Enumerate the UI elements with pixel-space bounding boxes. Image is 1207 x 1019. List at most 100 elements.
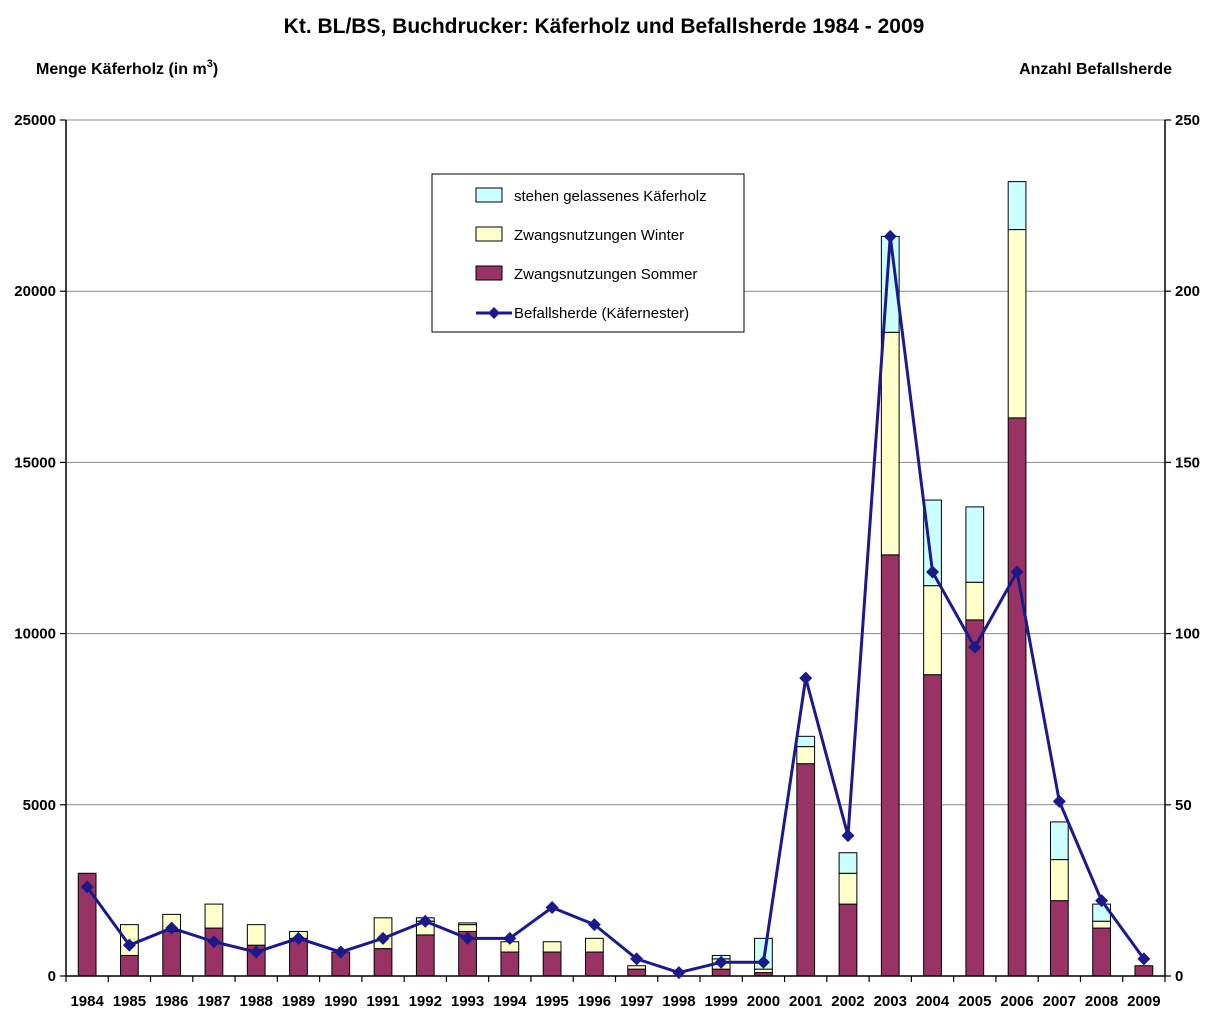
line-point xyxy=(122,938,136,952)
bar-zwangsnutzungen-sommer xyxy=(500,951,520,977)
bar-stehen-gelassenes-k-ferholz xyxy=(796,735,816,748)
x-tick-label: 2007 xyxy=(1043,993,1076,1010)
line-point xyxy=(1052,794,1066,808)
right-tick-label: 0 xyxy=(1175,968,1183,985)
tick-labels: 0 5000 10000 15000 20000 25000 0 50 100 150 200 250… xyxy=(14,112,1200,1010)
bar-zwangsnutzungen-winter xyxy=(627,965,647,970)
bar-zwangsnutzungen-winter xyxy=(542,941,562,953)
x-tick-label: 2002 xyxy=(831,993,864,1010)
line-point xyxy=(587,918,601,932)
bar-zwangsnutzungen-sommer xyxy=(838,903,858,977)
line-point xyxy=(503,931,517,945)
bar-stehen-gelassenes-k-ferholz xyxy=(923,499,942,587)
left-tick-label: 20000 xyxy=(14,283,56,300)
legend-swatch xyxy=(475,265,503,281)
bar-zwangsnutzungen-sommer xyxy=(1049,900,1069,977)
x-tick-label: 1995 xyxy=(535,993,568,1010)
line-befallsherde-k-fernester xyxy=(85,234,1146,975)
left-tick-label: 15000 xyxy=(14,454,56,471)
x-tick-label: 1993 xyxy=(451,993,484,1010)
bar-zwangsnutzungen-sommer xyxy=(923,674,942,977)
bar-zwangsnutzungen-winter xyxy=(880,331,900,556)
legend-marker xyxy=(488,307,500,319)
line-point xyxy=(968,640,982,654)
x-tick-label: 1999 xyxy=(704,993,737,1010)
bar-zwangsnutzungen-sommer xyxy=(1092,927,1111,977)
bar-zwangsnutzungen-winter xyxy=(838,872,858,905)
line-point xyxy=(926,565,940,579)
line-point xyxy=(672,966,686,980)
legend-label: stehen gelassenes Käferholz xyxy=(514,188,707,205)
x-tick-label: 1996 xyxy=(578,993,611,1010)
right-tick-label: 250 xyxy=(1175,112,1200,129)
x-tick-label: 1988 xyxy=(240,993,273,1010)
line-point xyxy=(883,229,897,243)
bar-zwangsnutzungen-winter xyxy=(965,581,985,621)
right-tick-label: 200 xyxy=(1175,283,1200,300)
x-tick-label: 1991 xyxy=(366,993,399,1010)
x-tick-label: 1997 xyxy=(620,993,653,1010)
line-point xyxy=(249,945,263,959)
left-axis-title-superscript: 3 xyxy=(207,58,213,70)
x-tick-label: 1986 xyxy=(155,993,188,1010)
right-tick-label: 150 xyxy=(1175,454,1200,471)
legend-item-befallsherde-k-fernester: Befallsherde (Käfernester) xyxy=(476,305,689,322)
bar-stehen-gelassenes-k-ferholz xyxy=(458,922,477,926)
bar-zwangsnutzungen-sommer xyxy=(1134,965,1154,977)
x-tick-label: 1984 xyxy=(70,993,104,1010)
bar-stehen-gelassenes-k-ferholz xyxy=(965,506,985,583)
line-point xyxy=(1137,952,1151,966)
legend-item-zwangsnutzungen-winter: Zwangsnutzungen Winter xyxy=(475,226,684,244)
x-tick-label: 2004 xyxy=(916,993,950,1010)
bar-stehen-gelassenes-k-ferholz xyxy=(1007,181,1027,231)
bar-zwangsnutzungen-winter xyxy=(754,968,773,974)
chart-title: Kt. BL/BS, Buchdrucker: Käferholz und Be… xyxy=(284,15,925,38)
x-tick-label: 2008 xyxy=(1085,993,1118,1010)
axes xyxy=(60,119,1171,982)
bar-zwangsnutzungen-sommer xyxy=(204,927,224,977)
x-tick-label: 2001 xyxy=(789,993,822,1010)
bar-zwangsnutzungen-sommer xyxy=(711,968,731,977)
line-point xyxy=(207,935,221,949)
line-series xyxy=(80,229,1151,980)
legend-swatch xyxy=(475,187,503,203)
line-point xyxy=(799,671,813,685)
x-tick-label: 2000 xyxy=(747,993,780,1010)
line-point xyxy=(756,955,770,969)
bar-zwangsnutzungen-winter xyxy=(1049,859,1069,902)
bar-zwangsnutzungen-winter xyxy=(246,924,266,946)
bar-stehen-gelassenes-k-ferholz xyxy=(838,852,858,874)
bar-zwangsnutzungen-sommer xyxy=(162,930,182,977)
right-axis-title: Anzahl Befallsherde xyxy=(1019,61,1172,78)
left-tick-label: 0 xyxy=(48,968,56,985)
left-tick-label: 25000 xyxy=(14,112,56,129)
x-tick-label: 1998 xyxy=(662,993,695,1010)
line-point xyxy=(461,931,475,945)
x-tick-label: 1987 xyxy=(197,993,230,1010)
bar-zwangsnutzungen-winter xyxy=(1092,920,1111,929)
left-axis-title: Menge Käferholz (in m3) xyxy=(36,58,218,78)
x-tick-label: 1992 xyxy=(409,993,442,1010)
legend-label: Zwangsnutzungen Winter xyxy=(514,227,684,244)
line-point xyxy=(841,829,855,843)
line-point xyxy=(165,921,179,935)
x-tick-label: 2005 xyxy=(958,993,991,1010)
line-point xyxy=(545,901,559,915)
line-point xyxy=(630,952,644,966)
line-point xyxy=(80,880,94,894)
left-tick-label: 5000 xyxy=(23,797,56,814)
line-point xyxy=(376,931,390,945)
bar-zwangsnutzungen-winter xyxy=(796,746,816,765)
bar-zwangsnutzungen-sommer xyxy=(373,948,393,977)
x-tick-label: 2006 xyxy=(1000,993,1033,1010)
bar-zwangsnutzungen-winter xyxy=(458,924,477,932)
x-tick-label: 1990 xyxy=(324,993,357,1010)
left-axis-title-text: Menge Käferholz (in m xyxy=(36,61,207,78)
bar-zwangsnutzungen-sommer xyxy=(1007,417,1027,977)
x-tick-label: 2009 xyxy=(1127,993,1160,1010)
line-point xyxy=(291,931,305,945)
bar-zwangsnutzungen-sommer xyxy=(415,934,435,977)
right-tick-label: 100 xyxy=(1175,626,1200,643)
right-tick-label: 50 xyxy=(1175,797,1192,814)
